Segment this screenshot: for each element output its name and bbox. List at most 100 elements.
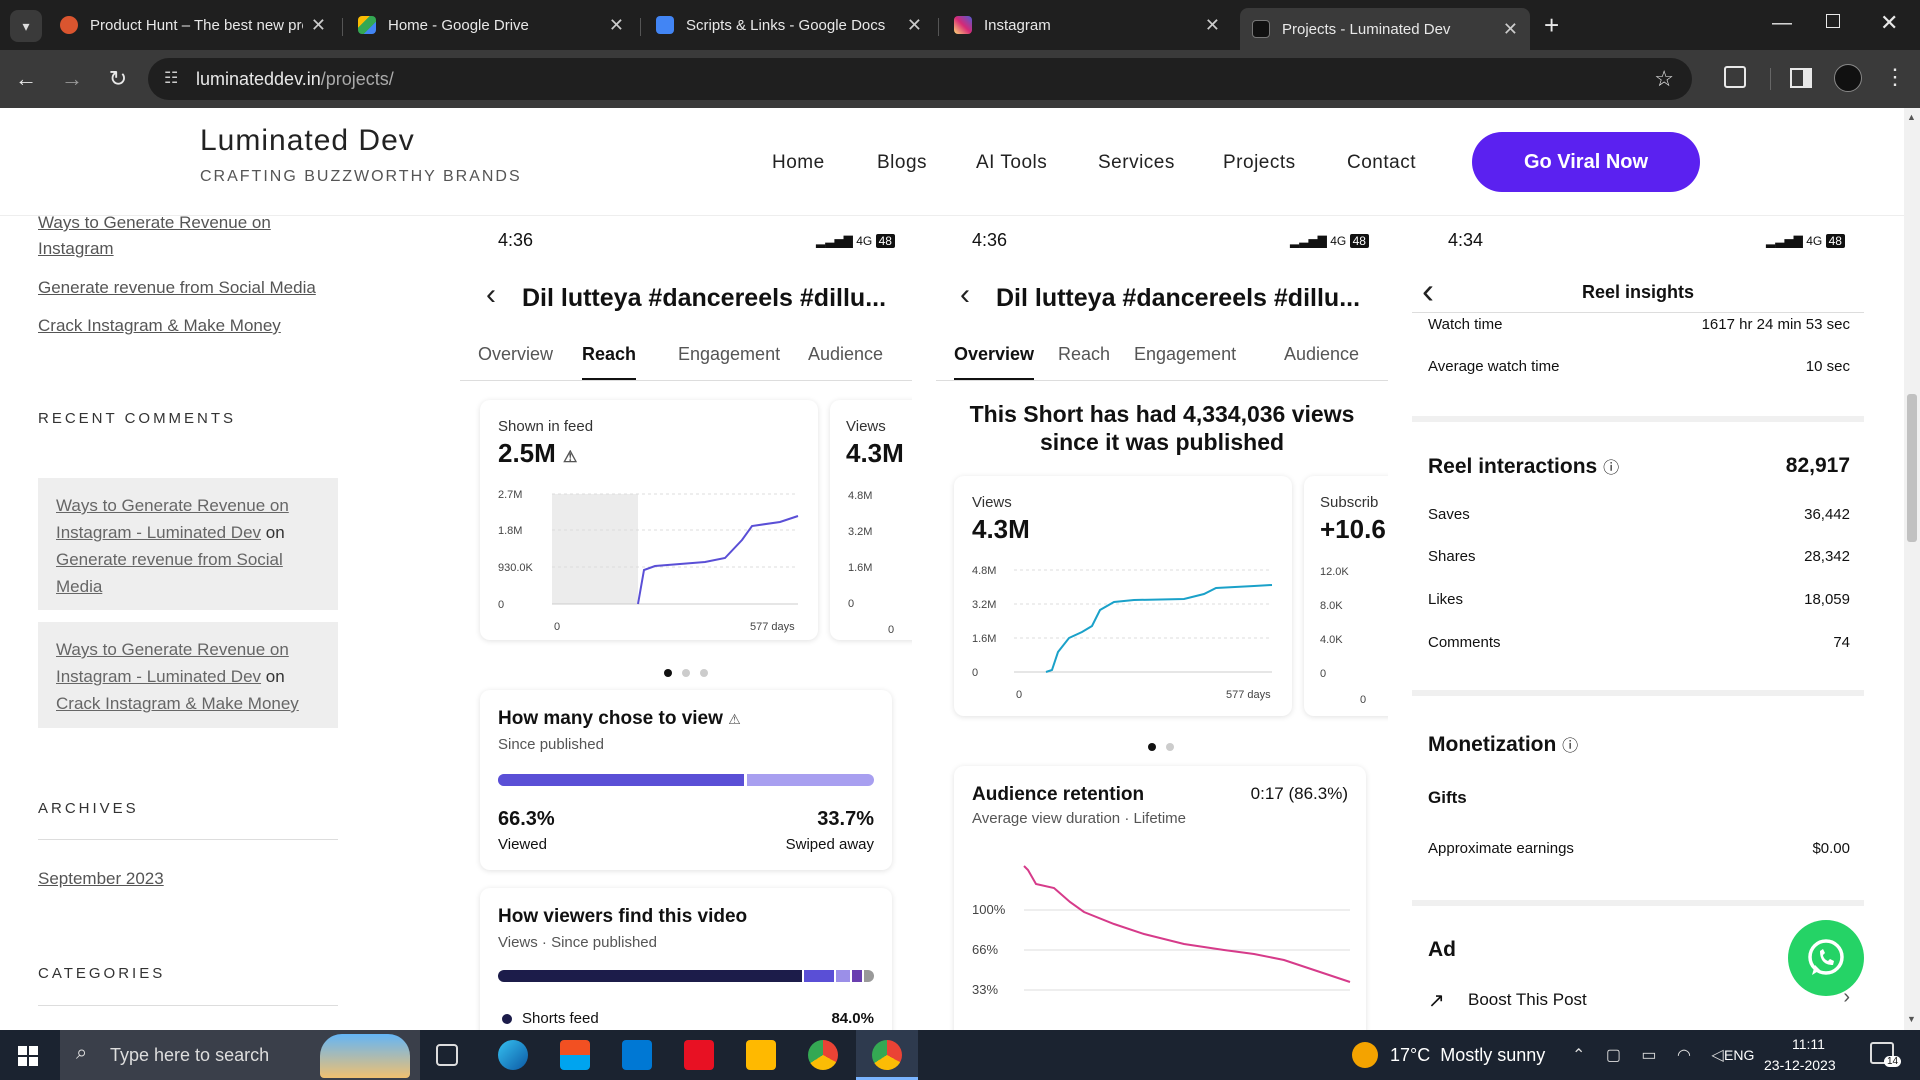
tab-overview[interactable]: Overview	[478, 344, 554, 364]
y-tick: 1.6M	[972, 633, 996, 645]
menu-blogs[interactable]: Blogs	[877, 152, 928, 173]
forward-icon[interactable]: →	[61, 66, 83, 91]
carousel-dots[interactable]	[664, 664, 718, 682]
menu-services[interactable]: Services	[1098, 152, 1175, 173]
source-pct: 84.0%	[831, 1010, 874, 1027]
gift-icon[interactable]	[684, 1040, 714, 1070]
recent-post-link[interactable]: Generate revenue from Social Media	[38, 278, 316, 297]
file-explorer-icon[interactable]	[746, 1040, 776, 1070]
scroll-down-icon[interactable]: ▼	[1907, 1014, 1916, 1024]
mail-icon[interactable]	[622, 1040, 652, 1070]
tab-product-hunt[interactable]: Product Hunt – The best new products ✕	[48, 8, 338, 42]
site-info-icon[interactable]: ☷	[164, 70, 179, 87]
tab-engagement[interactable]: Engagement	[1134, 344, 1237, 364]
site-logo[interactable]: Luminated Dev	[200, 124, 415, 157]
boost-post-link[interactable]: Boost This Post	[1468, 990, 1587, 1009]
weather-icon[interactable]	[1352, 1042, 1378, 1068]
tab-search-icon[interactable]: ▾	[10, 10, 42, 42]
tab-reach[interactable]: Reach	[582, 344, 637, 380]
task-view-icon[interactable]	[436, 1044, 458, 1066]
docs-icon	[656, 16, 674, 34]
earnings-value: $0.00	[1812, 840, 1850, 857]
side-panel-icon[interactable]	[1790, 68, 1812, 88]
menu-projects[interactable]: Projects	[1223, 152, 1296, 173]
tab-instagram[interactable]: Instagram ✕	[942, 8, 1232, 42]
saves-value: 36,442	[1804, 506, 1850, 523]
bookmark-star-icon[interactable]: ☆	[1654, 66, 1674, 91]
categories-heading: CATEGORIES	[38, 965, 166, 982]
comment-author-link[interactable]: Ways to Generate Revenue on Instagram - …	[56, 496, 289, 542]
carousel-dots[interactable]	[1148, 738, 1184, 756]
views-card: Views 4.3M 4.8M 3.2M 1.6M 0 0	[830, 400, 912, 640]
y-tick: 0	[848, 598, 855, 610]
chevron-left-icon[interactable]: ‹	[486, 278, 496, 311]
extensions-icon[interactable]	[1724, 66, 1746, 88]
gifts-label: Gifts	[1428, 788, 1467, 807]
close-icon[interactable]: ✕	[906, 14, 922, 35]
clock-date[interactable]: 23-12-2023	[1764, 1057, 1836, 1073]
taskbar-search[interactable]: ⌕ Type here to search	[60, 1030, 420, 1080]
chrome-icon[interactable]	[808, 1040, 838, 1070]
restore-icon[interactable]	[1826, 14, 1840, 28]
edge-icon[interactable]	[498, 1040, 528, 1070]
tab-overview[interactable]: Overview	[954, 344, 1035, 380]
store-icon[interactable]	[560, 1040, 590, 1070]
viewed-bar	[498, 774, 874, 786]
active-app-tile[interactable]	[856, 1030, 918, 1080]
reload-icon[interactable]: ↻	[108, 66, 128, 91]
new-tab-button[interactable]: +	[1544, 10, 1560, 40]
instagram-icon	[954, 16, 972, 34]
tab-audience[interactable]: Audience	[808, 344, 884, 364]
menu-ai-tools[interactable]: AI Tools	[976, 152, 1048, 173]
comment-item: Ways to Generate Revenue on Instagram - …	[38, 478, 338, 610]
tab-reach[interactable]: Reach	[1058, 344, 1111, 364]
chrome-active-icon[interactable]	[872, 1040, 902, 1070]
address-bar: ← → ↻ ☷ luminateddev.in/projects/ ☆ ⋮	[0, 50, 1920, 108]
menu-home[interactable]: Home	[772, 152, 825, 173]
minimize-icon[interactable]: —	[1772, 12, 1792, 34]
system-tray-icons[interactable]: ⌃ ▢ ▭ ◠ ◁	[1572, 1047, 1732, 1064]
chevron-left-icon[interactable]: ‹	[960, 278, 970, 311]
y-tick: 3.2M	[972, 599, 996, 611]
menu-contact[interactable]: Contact	[1347, 152, 1416, 173]
scrollbar-thumb[interactable]	[1907, 394, 1917, 542]
clock-time[interactable]: 11:11	[1792, 1036, 1825, 1052]
tab-google-drive[interactable]: Home - Google Drive ✕	[346, 8, 636, 42]
profile-avatar[interactable]	[1834, 64, 1862, 92]
views-card: Views 4.3M 4.8M 3.2M 1.6M 0 0 577 days	[954, 476, 1292, 716]
archives-heading: ARCHIVES	[38, 800, 139, 817]
close-icon[interactable]: ✕	[608, 14, 624, 35]
chevron-right-icon[interactable]: ›	[1843, 986, 1850, 1008]
whatsapp-button[interactable]	[1788, 920, 1864, 996]
watch-time-label: Watch time	[1428, 316, 1503, 333]
video-title: Dil lutteya #dancereels #dillu...	[996, 284, 1361, 312]
avg-watch-label: Average watch time	[1428, 358, 1560, 375]
recent-post-link[interactable]: Ways to Generate Revenue on Instagram	[38, 213, 271, 258]
tab-engagement[interactable]: Engagement	[678, 344, 781, 364]
card-subtitle: Views · Since published	[498, 934, 657, 951]
archive-link[interactable]: September 2023	[38, 869, 164, 888]
page-scrollbar[interactable]: ▲ ▼	[1904, 108, 1920, 1030]
chevron-left-icon[interactable]: ‹	[1422, 270, 1434, 311]
menu-icon[interactable]: ⋮	[1884, 64, 1906, 89]
scroll-up-icon[interactable]: ▲	[1907, 112, 1916, 122]
tab-google-docs[interactable]: Scripts & Links - Google Docs ✕	[644, 8, 934, 42]
weather-text[interactable]: 17°C Mostly sunny	[1390, 1045, 1546, 1065]
close-icon[interactable]: ✕	[1204, 14, 1220, 35]
windows-start-icon[interactable]	[18, 1046, 38, 1066]
close-window-icon[interactable]: ✕	[1880, 10, 1899, 35]
language-indicator[interactable]: ENG	[1724, 1047, 1755, 1063]
back-icon[interactable]: ←	[15, 66, 37, 91]
close-icon[interactable]: ✕	[310, 14, 326, 35]
comment-post-link[interactable]: Crack Instagram & Make Money	[56, 694, 299, 713]
recent-post-link[interactable]: Crack Instagram & Make Money	[38, 316, 281, 335]
comment-author-link[interactable]: Ways to Generate Revenue on Instagram - …	[56, 640, 289, 686]
close-icon[interactable]: ✕	[1502, 18, 1518, 39]
notification-icon[interactable]	[1870, 1042, 1894, 1064]
url-input[interactable]: ☷ luminateddev.in/projects/ ☆	[148, 58, 1692, 100]
tab-audience[interactable]: Audience	[1284, 344, 1360, 364]
tab-luminated-dev[interactable]: Projects - Luminated Dev ✕	[1240, 8, 1530, 50]
go-viral-button[interactable]: Go Viral Now	[1472, 132, 1700, 192]
url-path: /projects/	[320, 68, 394, 89]
comment-post-link[interactable]: Generate revenue from Social Media	[56, 550, 283, 596]
